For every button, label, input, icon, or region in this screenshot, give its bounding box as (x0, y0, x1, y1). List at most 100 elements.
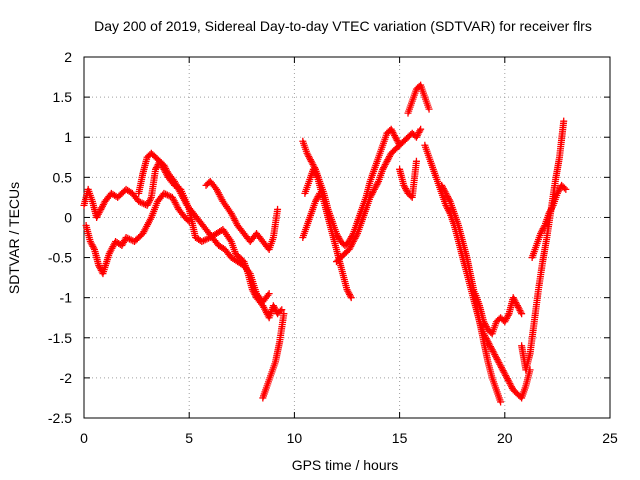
data-point (315, 191, 323, 199)
data-point (517, 308, 525, 316)
data-point (402, 186, 410, 194)
data-point (512, 298, 520, 306)
data-point (401, 183, 409, 191)
data-point (122, 234, 130, 241)
chart-title: Day 200 of 2019, Sidereal Day-to-day VTE… (94, 18, 592, 34)
data-point (160, 161, 168, 169)
data-point (492, 354, 500, 362)
data-point (371, 184, 379, 192)
series (82, 189, 193, 278)
series (471, 290, 526, 338)
x-tick-label: 25 (602, 430, 618, 446)
data-point (489, 347, 497, 355)
data-point (303, 149, 311, 157)
data-point (344, 287, 352, 295)
y-tick-label: -1.5 (48, 330, 72, 346)
tick-layer: 0 5 10 15 20 25 -2.5 -2 -1.5 -1 -0.5 0 0.5 1 1.5 2 (48, 49, 618, 446)
data-point (503, 313, 511, 321)
data-point (309, 165, 317, 173)
data-point (493, 355, 501, 363)
data-point (502, 371, 510, 379)
data-point (390, 130, 398, 138)
data-point (274, 205, 282, 213)
data-point (265, 290, 273, 298)
data-point (90, 244, 98, 252)
x-tick-label: 15 (392, 430, 408, 446)
x-tick-label: 20 (497, 430, 513, 446)
series (396, 157, 420, 201)
series (518, 117, 568, 374)
data-point (347, 294, 355, 302)
data-point (380, 164, 388, 172)
data-point (488, 346, 496, 354)
data-point (509, 294, 517, 302)
data-point (445, 196, 453, 204)
data-point (144, 200, 152, 208)
data-point (93, 213, 101, 221)
data-point (276, 307, 284, 315)
data-point (425, 105, 433, 113)
data-point (346, 244, 354, 252)
series (332, 125, 425, 266)
data-point (562, 185, 570, 193)
data-point (497, 398, 505, 406)
data-point (546, 208, 554, 216)
data-point (540, 223, 548, 231)
data-point (135, 197, 143, 205)
data-point (307, 157, 315, 165)
data-point (346, 292, 354, 300)
data-point (443, 191, 451, 199)
data-point (312, 170, 320, 178)
data-point (560, 184, 568, 192)
data-point (146, 197, 154, 205)
plot-frame (83, 56, 611, 419)
data-point (384, 156, 392, 164)
data-point (548, 203, 556, 211)
data-point (537, 229, 545, 237)
data-point (119, 240, 127, 248)
data-point (383, 157, 391, 165)
data-point (304, 151, 312, 159)
data-point (438, 181, 446, 189)
data-point (510, 295, 518, 303)
data-point (518, 310, 526, 318)
data-point (152, 165, 160, 173)
data-point (374, 179, 382, 187)
data-point (514, 303, 522, 311)
data-point (417, 125, 425, 133)
data-point (539, 225, 547, 233)
y-tick-label: 1.5 (53, 89, 73, 105)
data-point (501, 318, 509, 326)
data-point (480, 318, 488, 326)
data-point (98, 204, 106, 212)
series (135, 149, 273, 306)
data-point (497, 363, 505, 371)
data-point (353, 231, 361, 239)
data-point (349, 238, 357, 246)
data-point (184, 216, 192, 224)
y-tick-label: 2 (64, 49, 72, 65)
data-point (506, 380, 514, 388)
data-point (400, 181, 408, 189)
data-point (88, 241, 96, 249)
data-point (264, 291, 272, 299)
data-point (482, 323, 490, 331)
data-point (491, 351, 499, 359)
data-point (370, 185, 378, 193)
series (299, 125, 404, 250)
series (301, 165, 355, 302)
data-point (554, 188, 562, 196)
data-point (373, 181, 381, 189)
data-point (516, 307, 524, 315)
series (202, 177, 282, 254)
data-point (415, 128, 423, 136)
series (404, 81, 433, 117)
data-point (198, 238, 206, 246)
data-point (392, 135, 400, 143)
x-tick-label: 0 (80, 430, 88, 446)
data-point (348, 241, 356, 249)
data-point (412, 157, 420, 165)
y-tick-label: 0 (64, 209, 72, 225)
data-point (312, 196, 320, 204)
data-point (152, 164, 160, 172)
